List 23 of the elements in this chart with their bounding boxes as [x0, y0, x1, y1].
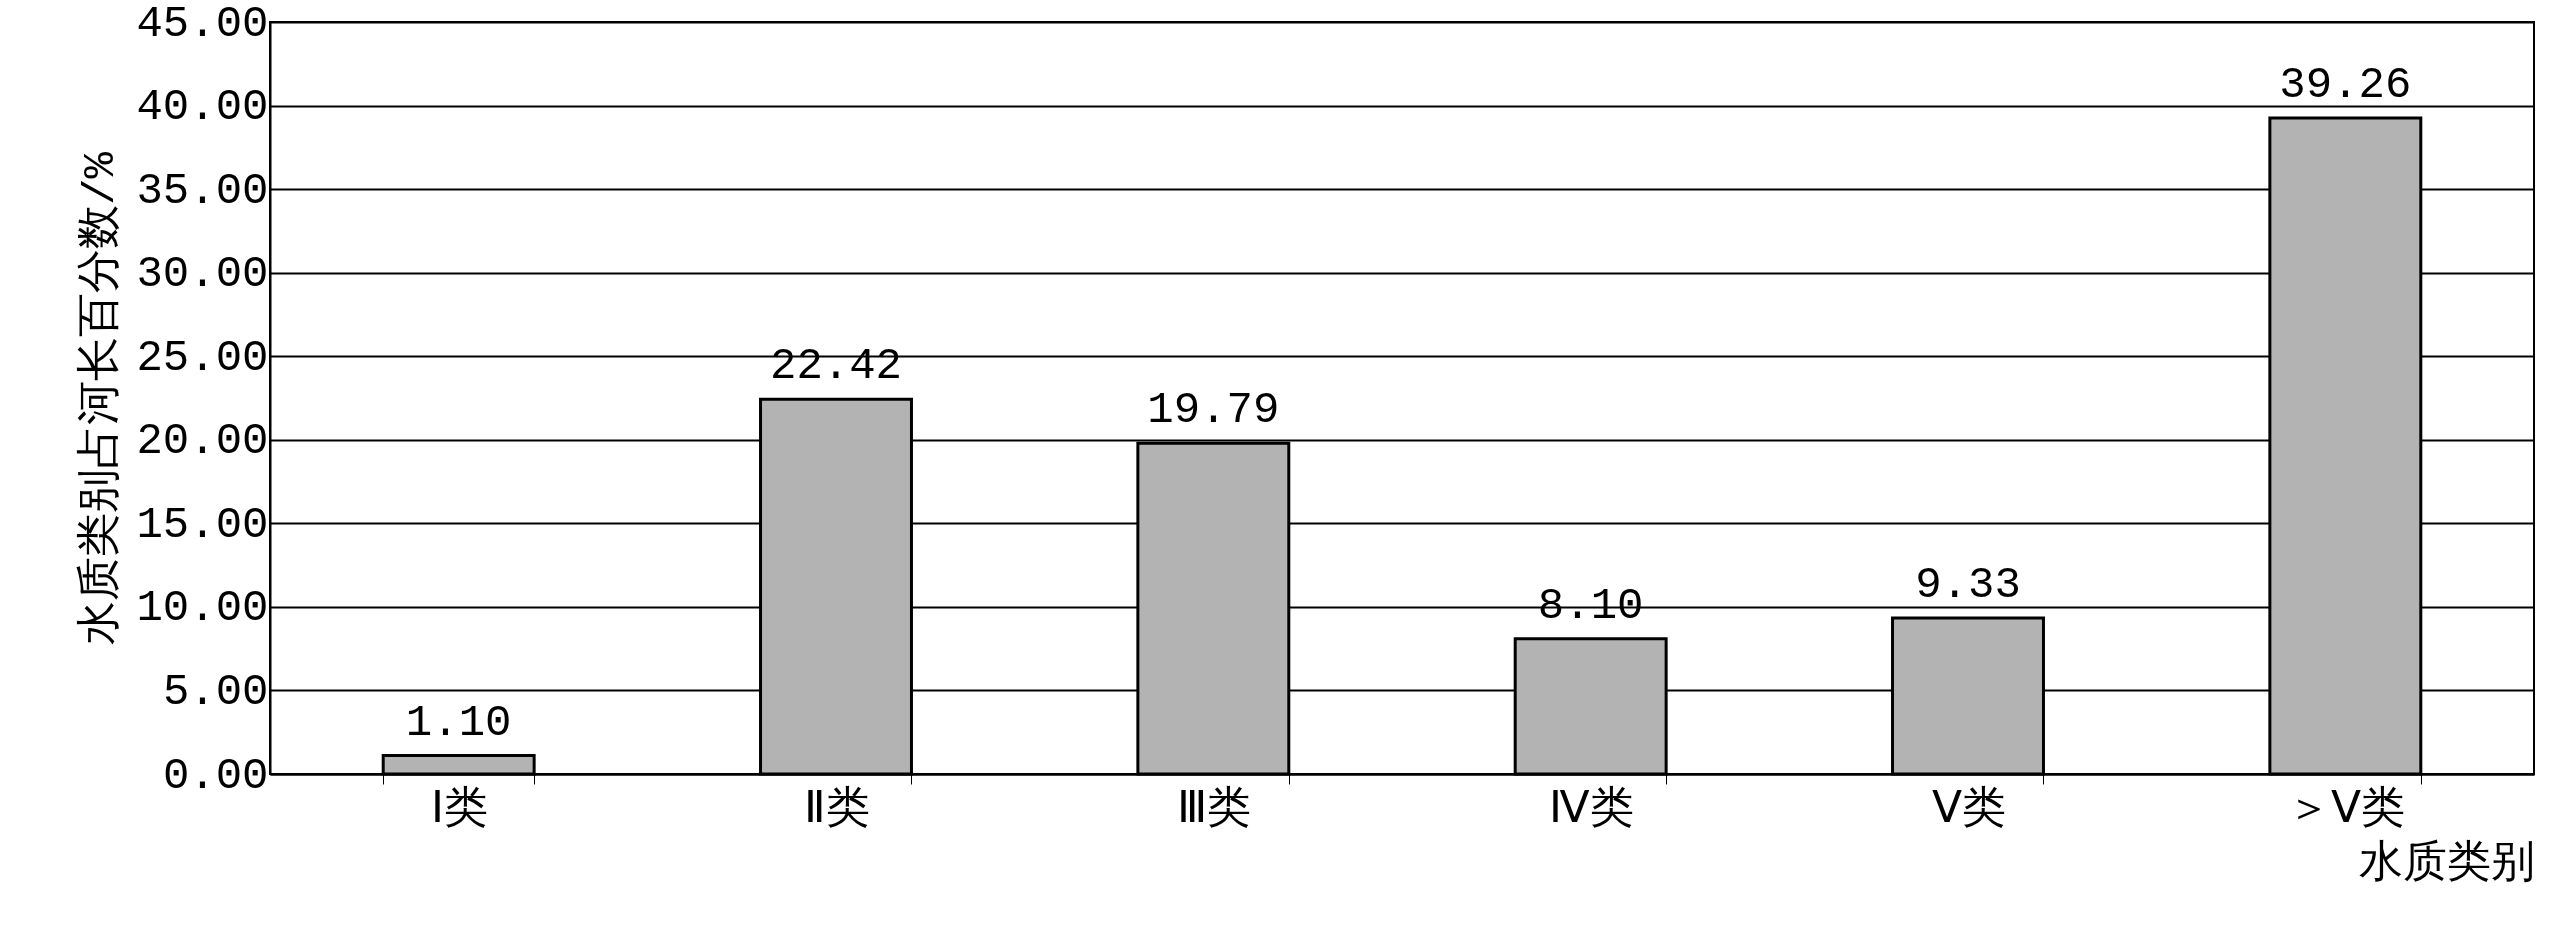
x-tick-label: Ⅰ类: [430, 784, 488, 835]
y-tick-label: 35.00: [136, 165, 269, 216]
x-tick-label: Ⅱ类: [803, 784, 870, 835]
y-tick-label: 45.00: [136, 0, 269, 49]
y-tick-label: 20.00: [136, 416, 269, 467]
data-label: 22.42: [769, 341, 903, 392]
y-tick-label: 0.00: [162, 750, 269, 801]
x-tick-label: Ⅳ类: [1548, 784, 1634, 835]
y-tick-label: 10.00: [136, 583, 269, 634]
data-label: 1.10: [405, 697, 512, 748]
data-label: 19.79: [1147, 385, 1280, 436]
y-axis-title: 水质类别占河长百分数/%: [76, 151, 127, 645]
x-tick-label: ＞Ⅴ类: [2286, 784, 2405, 835]
x-axis-title: 水质类别: [2358, 838, 2535, 889]
y-tick-label: 25.00: [136, 332, 269, 383]
y-tick-label: 5.00: [162, 666, 269, 717]
data-label: 9.33: [1915, 560, 2021, 611]
data-label: 39.26: [2279, 59, 2412, 110]
y-tick-label: 30.00: [136, 249, 269, 300]
x-tick-label: Ⅲ类: [1176, 784, 1251, 835]
x-tick-label: Ⅴ类: [1931, 784, 2006, 835]
y-tick-label: 40.00: [136, 82, 269, 133]
y-tick-label: 15.00: [136, 499, 269, 550]
